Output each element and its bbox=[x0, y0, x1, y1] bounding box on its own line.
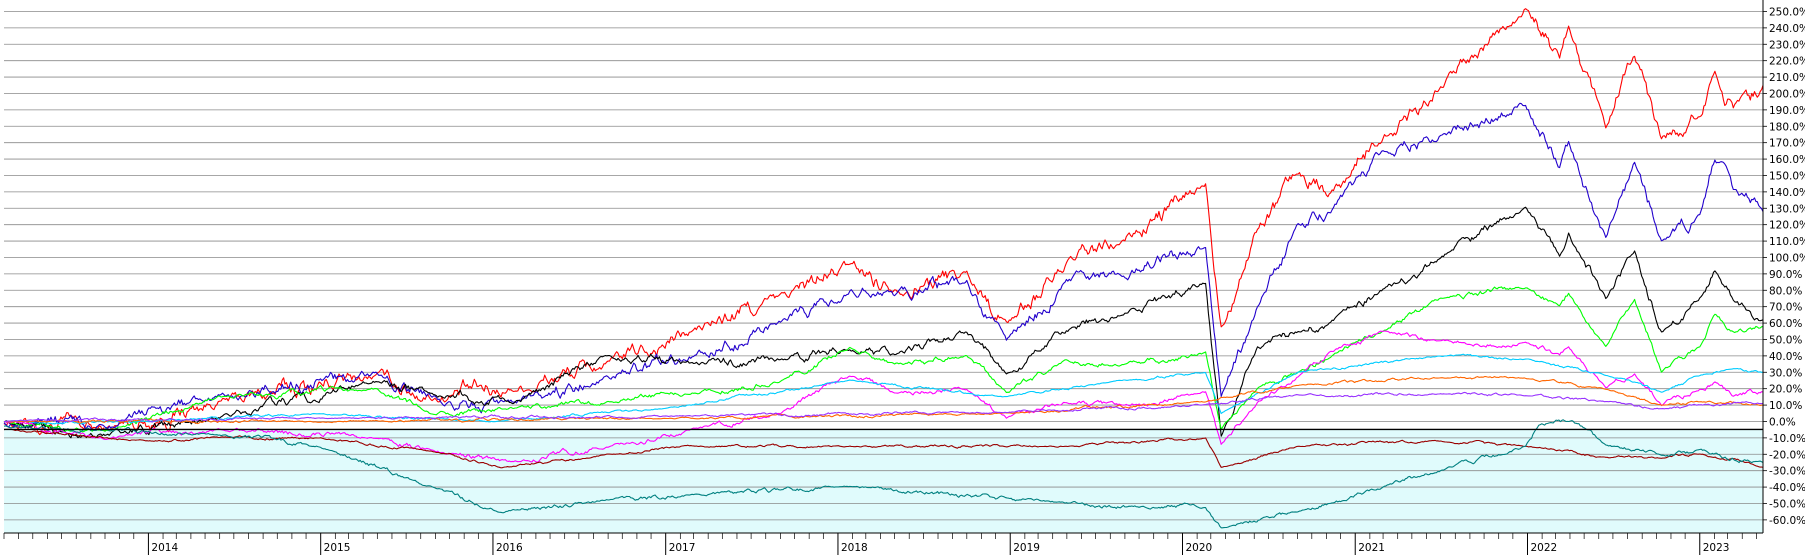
y-tick-label-27: -20.0% bbox=[1769, 449, 1805, 461]
y-tick-label-16: 90.0% bbox=[1769, 269, 1802, 281]
y-tick-label-9: 160.0% bbox=[1769, 154, 1805, 166]
series-lines bbox=[3, 8, 1764, 529]
y-tick-label-29: -40.0% bbox=[1769, 482, 1805, 494]
positive-region-bg bbox=[4, 0, 1763, 430]
y-tick-label-11: 140.0% bbox=[1769, 187, 1805, 199]
y-tick-label-23: 20.0% bbox=[1769, 384, 1802, 396]
x-tick-label-2020: 2020 bbox=[1185, 542, 1212, 554]
y-tick-label-31: -60.0% bbox=[1769, 515, 1805, 527]
series-line-1 bbox=[3, 102, 1764, 431]
y-tick-label-5: 200.0% bbox=[1769, 88, 1805, 100]
x-tick-label-2018: 2018 bbox=[841, 542, 868, 554]
y-tick-label-17: 80.0% bbox=[1769, 285, 1802, 297]
y-tick-label-18: 70.0% bbox=[1769, 302, 1802, 314]
y-tick-label-12: 130.0% bbox=[1769, 203, 1805, 215]
series-line-4 bbox=[3, 330, 1764, 463]
series-line-0 bbox=[3, 8, 1764, 436]
y-tick-label-19: 60.0% bbox=[1769, 318, 1802, 330]
y-tick-label-6: 190.0% bbox=[1769, 105, 1805, 117]
negative-region-bg bbox=[4, 429, 1763, 533]
x-tick-label-2019: 2019 bbox=[1013, 542, 1040, 554]
y-tick-label-13: 120.0% bbox=[1769, 220, 1805, 232]
series-line-8 bbox=[3, 428, 1764, 469]
y-tick-label-24: 10.0% bbox=[1769, 400, 1802, 412]
x-tick-label-2017: 2017 bbox=[669, 542, 696, 554]
x-tick-label-2023: 2023 bbox=[1703, 542, 1730, 554]
y-tick-label-30: -50.0% bbox=[1769, 498, 1805, 510]
y-tick-label-21: 40.0% bbox=[1769, 351, 1802, 363]
y-tick-label-26: -10.0% bbox=[1769, 433, 1805, 445]
y-tick-label-28: -30.0% bbox=[1769, 466, 1805, 478]
y-tick-label-0: 250.0% bbox=[1769, 6, 1805, 18]
x-tick-label-2015: 2015 bbox=[324, 542, 351, 554]
y-tick-label-7: 180.0% bbox=[1769, 121, 1805, 133]
y-tick-label-22: 30.0% bbox=[1769, 367, 1802, 379]
y-tick-label-2: 230.0% bbox=[1769, 39, 1805, 51]
y-tick-label-8: 170.0% bbox=[1769, 138, 1805, 150]
plot-background bbox=[4, 0, 1763, 533]
y-tick-label-20: 50.0% bbox=[1769, 334, 1802, 346]
axes bbox=[3, 0, 1764, 555]
series-line-6 bbox=[3, 376, 1764, 425]
series-line-9 bbox=[3, 419, 1764, 529]
x-axis-tick-labels: 2014 2015 2016 2017 2018 2019 2020 2021 2022 2023 bbox=[151, 542, 1729, 554]
horizontal-gridlines bbox=[4, 11, 1763, 521]
series-line-7 bbox=[3, 391, 1764, 423]
y-tick-label-1: 240.0% bbox=[1769, 23, 1805, 35]
series-line-3 bbox=[3, 286, 1764, 433]
series-line-5 bbox=[3, 353, 1763, 425]
y-tick-label-4: 210.0% bbox=[1769, 72, 1805, 84]
y-tick-label-25: 0.0% bbox=[1769, 416, 1796, 428]
x-tick-label-2016: 2016 bbox=[496, 542, 523, 554]
y-tick-label-10: 150.0% bbox=[1769, 170, 1805, 182]
x-tick-label-2022: 2022 bbox=[1530, 542, 1557, 554]
y-tick-label-3: 220.0% bbox=[1769, 56, 1805, 68]
x-tick-label-2021: 2021 bbox=[1358, 542, 1385, 554]
y-tick-label-15: 100.0% bbox=[1769, 252, 1805, 264]
y-axis-tick-labels: 250.0% 240.0% 230.0% 220.0% 210.0% 200.0% 190.… bbox=[1763, 6, 1805, 527]
x-tick-label-2014: 2014 bbox=[151, 542, 178, 554]
y-tick-label-14: 110.0% bbox=[1769, 236, 1805, 248]
